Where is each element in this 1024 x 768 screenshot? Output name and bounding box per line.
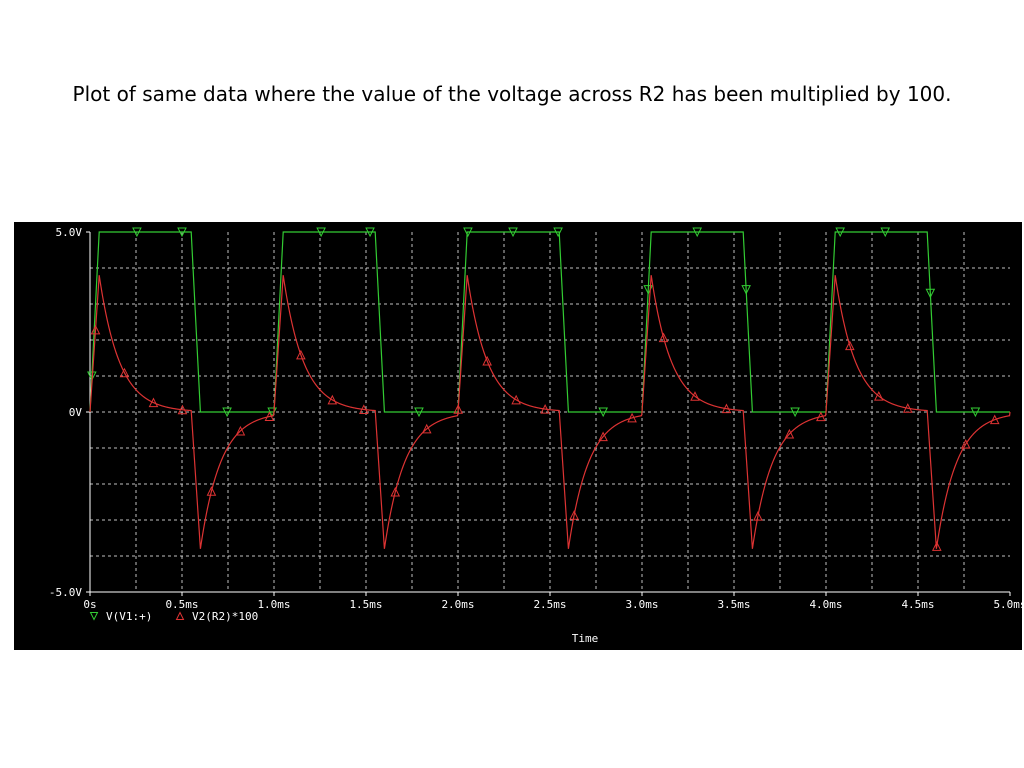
series-marker (598, 407, 608, 418)
series-marker (784, 428, 795, 439)
axis-layer (86, 231, 1011, 596)
series-marker (692, 227, 703, 238)
x-tick-label: 1.5ms (349, 598, 382, 611)
series-marker (835, 227, 845, 238)
x-tick-label: 2.0ms (441, 598, 474, 611)
x-tick-label: 4.0ms (809, 598, 842, 611)
series-marker (569, 510, 579, 520)
x-tick-label: 5.0ms (993, 598, 1022, 611)
y-tick-label: -5.0V (49, 586, 82, 599)
series-marker (845, 340, 855, 351)
x-tick-label: 0s (83, 598, 96, 611)
series-marker (989, 414, 1000, 425)
series-marker (931, 541, 942, 551)
x-tick-label: 2.5ms (533, 598, 566, 611)
series-marker (816, 411, 826, 422)
y-tick-label: 0V (69, 406, 83, 419)
x-tick-label: 4.5ms (901, 598, 934, 611)
series-marker (721, 403, 732, 414)
series-marker (206, 486, 217, 496)
series-line-v2-r2 (89, 275, 1011, 549)
series-marker (222, 407, 232, 418)
series-marker (296, 349, 306, 360)
series-marker (508, 227, 518, 238)
series-marker (119, 367, 130, 378)
slide-title: Plot of same data where the value of the… (72, 82, 952, 106)
series-marker (627, 412, 637, 423)
series-marker (390, 486, 401, 497)
x-tick-label: 1.0ms (257, 598, 290, 611)
series-marker (358, 404, 369, 414)
series-marker (753, 511, 763, 521)
grid-layer (90, 232, 1010, 592)
series-marker (482, 355, 492, 366)
series-marker (177, 227, 187, 238)
series-marker (960, 438, 971, 449)
series-marker (235, 425, 246, 436)
series-marker (132, 227, 142, 238)
series-marker (264, 411, 275, 422)
legend-marker (175, 611, 185, 620)
series-marker (87, 371, 97, 382)
series-marker (873, 391, 884, 401)
legend-layer: V(V1:+) V2(R2)*100 (89, 610, 258, 623)
series-layer (87, 227, 1011, 551)
legend-marker (89, 612, 99, 621)
chart-svg: 0s 0.5ms 1.0ms 1.5ms 2.0ms 2.5ms 3.0ms 3.5ms 4.0… (49, 226, 1022, 645)
series-marker (658, 332, 669, 343)
series-marker (327, 394, 338, 405)
series-marker (540, 403, 550, 414)
series-marker (463, 227, 473, 238)
x-tick-label: 3.0ms (625, 598, 658, 611)
legend-label: V(V1:+) (106, 610, 152, 623)
series-marker (553, 227, 563, 238)
label-layer: 0s 0.5ms 1.0ms 1.5ms 2.0ms 2.5ms 3.0ms 3.5ms 4.0… (49, 226, 1022, 645)
series-line-v-v1 (89, 231, 1010, 413)
series-marker (453, 404, 463, 414)
series-marker (790, 407, 800, 418)
series-marker (690, 391, 700, 401)
series-marker (902, 403, 913, 413)
x-tick-label: 0.5ms (165, 598, 198, 611)
legend-label: V2(R2)*100 (192, 610, 258, 623)
x-axis-title: Time (572, 632, 599, 645)
y-tick-label: 5.0V (56, 226, 83, 239)
plot-panel: 0s 0.5ms 1.0ms 1.5ms 2.0ms 2.5ms 3.0ms 3.5ms 4.0… (14, 222, 1022, 650)
series-marker (421, 423, 432, 434)
series-marker (598, 431, 608, 442)
series-marker (148, 397, 159, 408)
series-marker (511, 394, 521, 405)
series-marker (741, 285, 751, 295)
x-tick-label: 3.5ms (717, 598, 750, 611)
series-marker (90, 324, 101, 335)
series-marker (365, 227, 375, 238)
series-marker (177, 404, 188, 415)
series-marker (925, 288, 936, 299)
series-marker (970, 407, 981, 418)
series-marker (880, 227, 891, 238)
series-marker (316, 227, 326, 238)
series-marker (414, 407, 424, 418)
